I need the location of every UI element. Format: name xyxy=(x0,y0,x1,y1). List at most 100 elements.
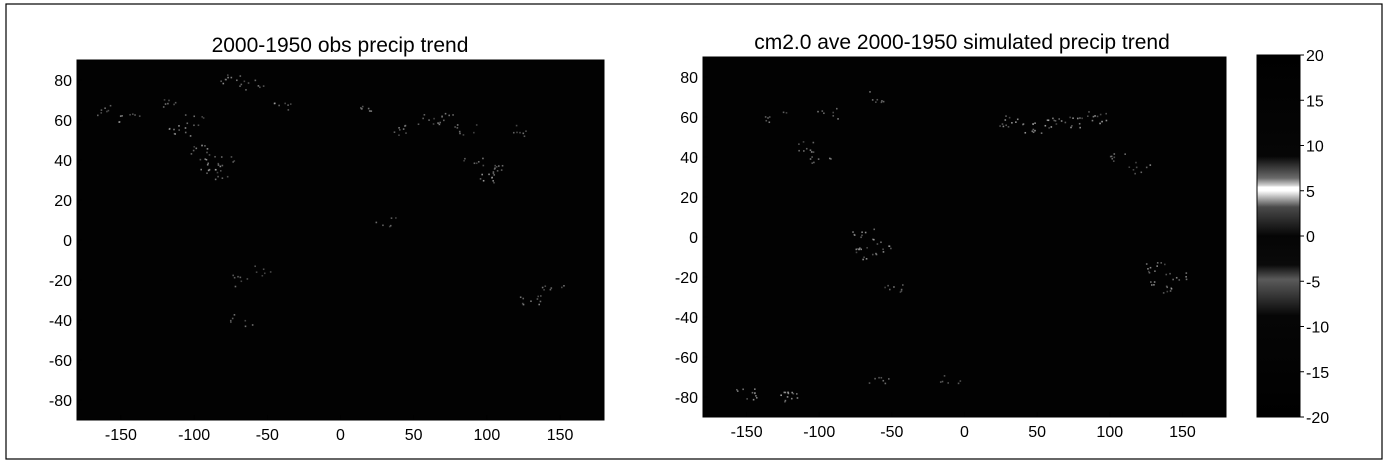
speckle xyxy=(790,397,793,400)
speckle xyxy=(787,391,789,394)
speckle xyxy=(736,390,739,392)
speckle xyxy=(858,248,860,251)
speckle xyxy=(855,248,858,251)
speckle-cluster xyxy=(190,144,211,156)
speckle xyxy=(736,388,738,391)
speckle xyxy=(398,127,400,129)
speckle xyxy=(863,256,865,259)
speckle xyxy=(832,111,835,114)
speckle xyxy=(874,377,876,380)
speckle xyxy=(482,164,485,167)
y-tick-label: -40 xyxy=(675,310,698,327)
speckle xyxy=(550,287,553,289)
y-tick-label: -60 xyxy=(675,350,698,367)
speckle xyxy=(382,224,384,227)
speckle xyxy=(278,104,280,107)
speckle xyxy=(496,170,499,172)
speckle xyxy=(1151,284,1153,286)
speckle xyxy=(448,114,451,117)
speckle xyxy=(462,134,465,136)
speckle xyxy=(230,321,232,324)
speckle xyxy=(783,391,786,394)
speckle xyxy=(751,391,754,394)
speckle xyxy=(262,268,265,271)
speckle xyxy=(943,375,946,377)
speckle xyxy=(232,161,234,163)
speckle xyxy=(862,258,864,261)
speckle-cluster xyxy=(1128,161,1152,175)
speckle xyxy=(1154,270,1156,272)
speckle xyxy=(875,252,877,255)
speckle xyxy=(389,224,392,227)
speckle xyxy=(540,295,542,297)
speckle xyxy=(390,217,393,219)
speckle xyxy=(1153,284,1155,286)
speckle xyxy=(259,86,261,89)
y-tick-label: -20 xyxy=(675,270,698,287)
speckle xyxy=(360,107,362,109)
speckle xyxy=(395,217,397,219)
speckle xyxy=(861,234,863,237)
speckle xyxy=(206,151,208,154)
speckle xyxy=(812,141,815,144)
speckle xyxy=(784,401,786,403)
speckle xyxy=(1166,286,1169,289)
speckle xyxy=(764,116,767,118)
speckle xyxy=(405,132,407,134)
speckle xyxy=(398,134,400,136)
speckle xyxy=(494,167,496,169)
speckle xyxy=(490,177,493,179)
speckle xyxy=(452,114,454,116)
speckle xyxy=(1105,112,1107,115)
map-area xyxy=(76,59,605,421)
speckle xyxy=(178,129,180,131)
speckle-cluster xyxy=(206,168,229,181)
speckle xyxy=(882,100,885,103)
speckle xyxy=(226,74,229,76)
speckle xyxy=(195,147,198,150)
speckle xyxy=(184,127,187,129)
speckle xyxy=(785,112,788,114)
speckle xyxy=(563,284,565,287)
speckle xyxy=(388,225,391,228)
speckle xyxy=(459,132,461,135)
speckle xyxy=(1096,115,1099,118)
speckle xyxy=(441,115,443,117)
speckle xyxy=(1055,123,1058,125)
speckle xyxy=(882,251,885,253)
speckle xyxy=(206,163,209,166)
y-tick-label: 0 xyxy=(689,230,698,247)
speckle xyxy=(853,234,856,236)
speckle xyxy=(219,165,222,168)
speckle xyxy=(780,394,782,397)
speckle xyxy=(404,125,406,127)
speckle xyxy=(837,118,839,120)
speckle xyxy=(1046,119,1049,122)
speckle xyxy=(254,79,257,82)
speckle xyxy=(232,274,234,277)
speckle xyxy=(439,121,441,124)
speckle xyxy=(162,106,165,108)
speckle xyxy=(860,236,862,239)
speckle xyxy=(1008,116,1011,119)
speckle xyxy=(163,99,166,101)
speckle xyxy=(835,107,838,110)
speckle xyxy=(287,104,289,106)
colorbar-tick-label: -10 xyxy=(1306,320,1329,337)
speckle xyxy=(456,124,459,126)
speckle xyxy=(876,98,879,101)
speckle xyxy=(251,324,254,326)
speckle xyxy=(893,286,895,288)
speckle xyxy=(811,156,813,158)
speckle xyxy=(255,271,258,273)
speckle-cluster xyxy=(273,102,292,111)
speckle xyxy=(765,119,768,122)
speckle xyxy=(482,179,485,182)
speckle xyxy=(214,178,217,181)
speckle xyxy=(1175,276,1178,279)
speckle xyxy=(869,91,871,93)
speckle xyxy=(243,80,246,83)
speckle xyxy=(493,174,496,176)
speckle xyxy=(491,176,493,179)
speckle xyxy=(959,380,962,382)
